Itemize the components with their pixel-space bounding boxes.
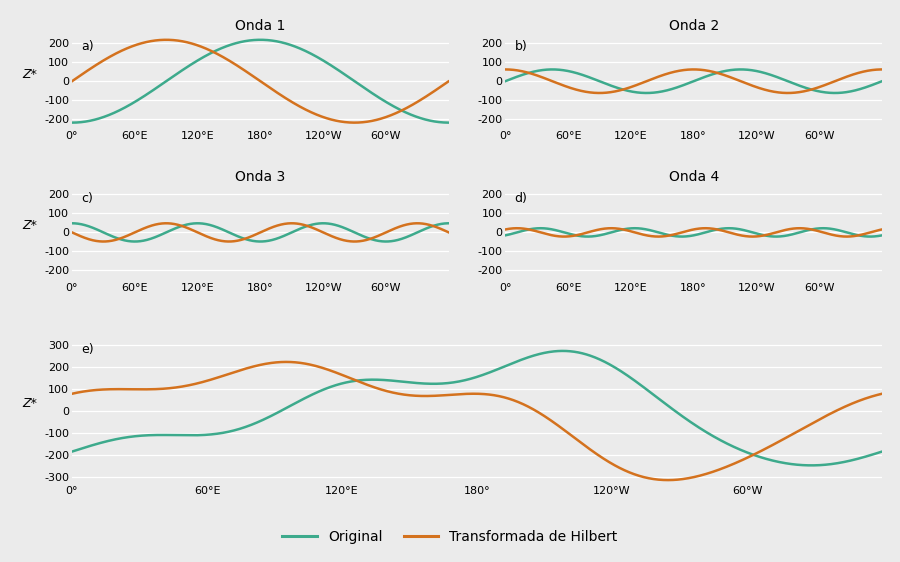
Text: e): e) xyxy=(82,343,94,356)
Text: b): b) xyxy=(515,40,527,53)
Text: d): d) xyxy=(515,192,527,205)
Title: Onda 2: Onda 2 xyxy=(669,19,719,33)
Y-axis label: Z*: Z* xyxy=(22,219,38,233)
Title: Onda 1: Onda 1 xyxy=(235,19,285,33)
Text: c): c) xyxy=(81,192,94,205)
Title: Onda 4: Onda 4 xyxy=(669,170,719,184)
Y-axis label: Z*: Z* xyxy=(22,68,38,81)
Legend: Original, Transformada de Hilbert: Original, Transformada de Hilbert xyxy=(277,524,623,550)
Title: Onda 3: Onda 3 xyxy=(235,170,285,184)
Text: a): a) xyxy=(81,40,94,53)
Y-axis label: Z*: Z* xyxy=(22,397,38,410)
